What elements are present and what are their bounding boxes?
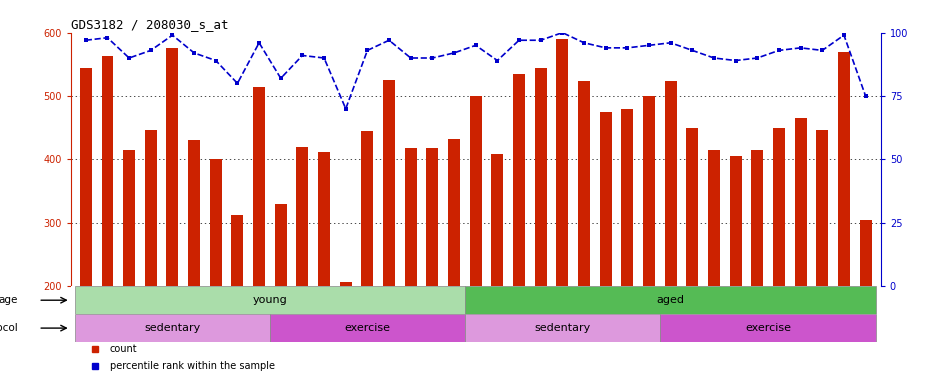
Bar bbox=[362, 131, 373, 286]
Bar bbox=[557, 39, 568, 286]
Text: sedentary: sedentary bbox=[144, 323, 201, 333]
Bar bbox=[513, 74, 525, 286]
Bar bbox=[622, 109, 633, 286]
Bar bbox=[167, 48, 178, 286]
Bar bbox=[427, 148, 438, 286]
Bar bbox=[838, 52, 850, 286]
Bar bbox=[730, 156, 741, 286]
Text: protocol: protocol bbox=[0, 323, 18, 333]
Bar bbox=[232, 215, 243, 286]
Bar bbox=[578, 81, 590, 286]
Text: exercise: exercise bbox=[345, 323, 390, 333]
Text: exercise: exercise bbox=[745, 323, 791, 333]
Bar bbox=[383, 80, 395, 286]
Bar bbox=[297, 147, 308, 286]
Bar bbox=[643, 96, 655, 286]
Bar bbox=[210, 159, 221, 286]
Bar bbox=[145, 130, 156, 286]
Text: aged: aged bbox=[657, 295, 685, 305]
Bar bbox=[75, 286, 465, 314]
Bar bbox=[860, 220, 871, 286]
Bar bbox=[405, 148, 416, 286]
Bar bbox=[188, 141, 200, 286]
Bar bbox=[773, 128, 785, 286]
Text: age: age bbox=[0, 295, 18, 305]
Bar bbox=[817, 130, 828, 286]
Bar bbox=[535, 68, 546, 286]
Text: count: count bbox=[109, 344, 138, 354]
Text: GDS3182 / 208030_s_at: GDS3182 / 208030_s_at bbox=[71, 18, 228, 31]
Bar bbox=[102, 56, 113, 286]
Bar bbox=[270, 314, 465, 342]
Bar bbox=[465, 286, 876, 314]
Bar bbox=[687, 128, 698, 286]
Bar bbox=[448, 139, 460, 286]
Bar bbox=[600, 112, 611, 286]
Bar bbox=[470, 96, 481, 286]
Bar bbox=[659, 314, 876, 342]
Bar bbox=[752, 150, 763, 286]
Text: young: young bbox=[252, 295, 287, 305]
Bar bbox=[318, 152, 330, 286]
Text: percentile rank within the sample: percentile rank within the sample bbox=[109, 361, 274, 371]
Bar bbox=[340, 282, 351, 286]
Bar bbox=[253, 86, 265, 286]
Bar bbox=[75, 314, 270, 342]
Text: sedentary: sedentary bbox=[534, 323, 591, 333]
Bar bbox=[80, 68, 91, 286]
Bar bbox=[465, 314, 659, 342]
Bar bbox=[665, 81, 676, 286]
Bar bbox=[708, 150, 720, 286]
Bar bbox=[275, 204, 286, 286]
Bar bbox=[123, 150, 135, 286]
Bar bbox=[492, 154, 503, 286]
Bar bbox=[795, 118, 806, 286]
